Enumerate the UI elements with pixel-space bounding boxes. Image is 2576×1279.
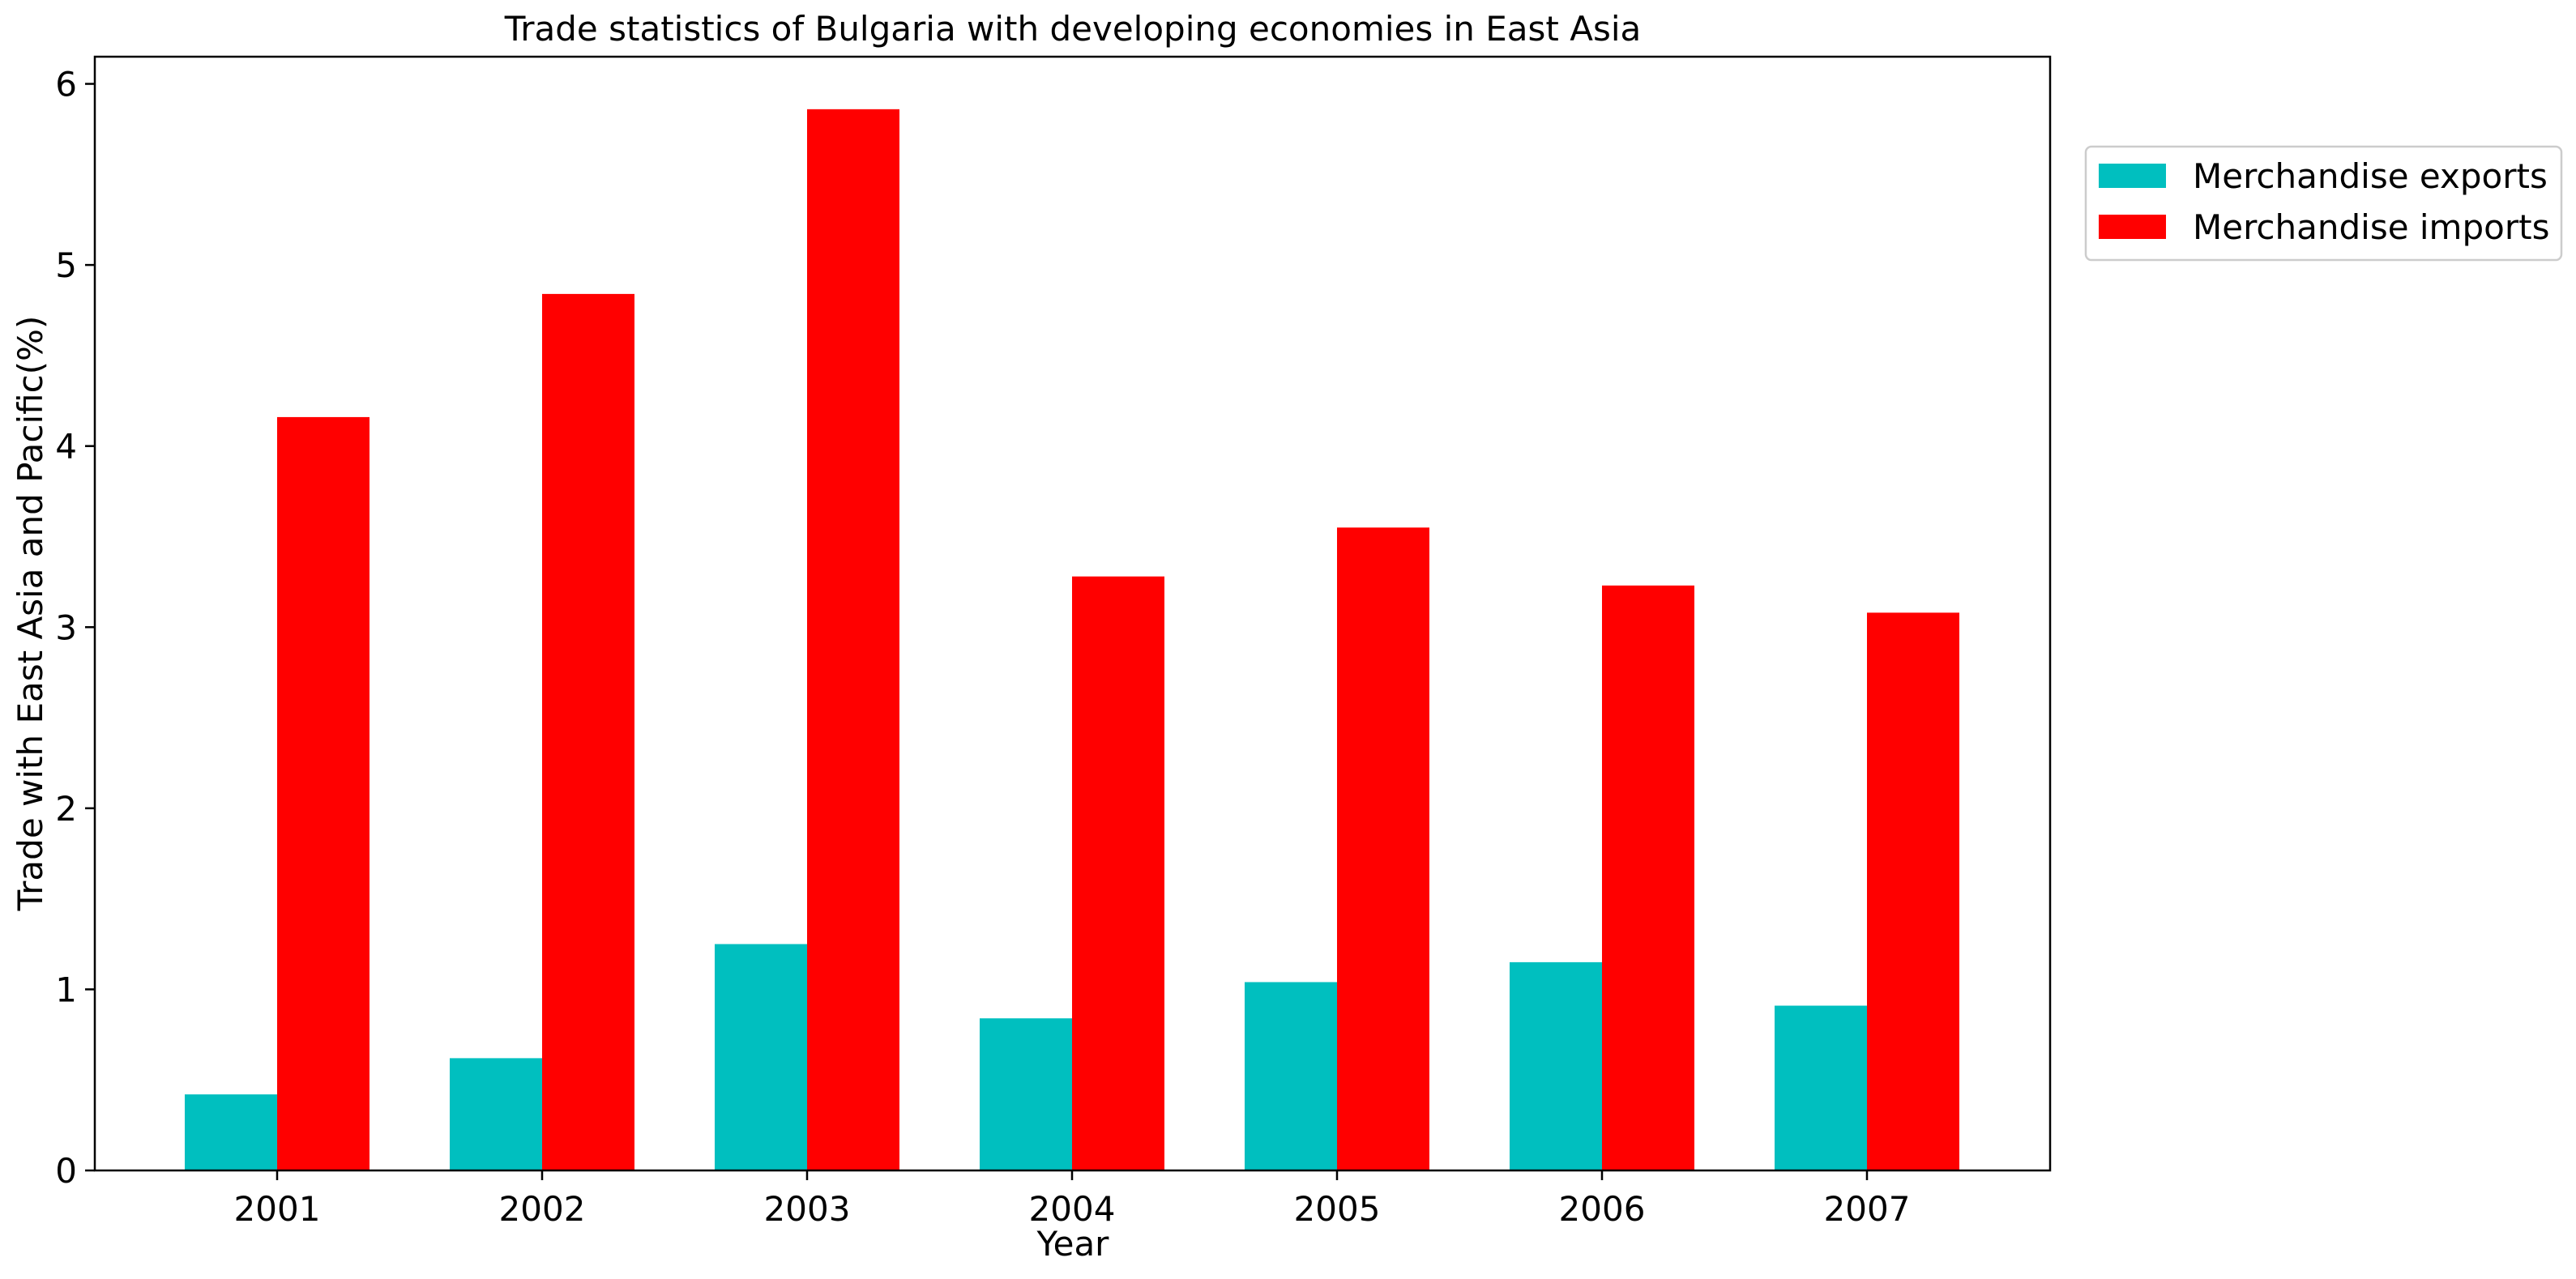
x-tick-label: 2006 (1559, 1189, 1646, 1229)
y-axis-ticks: 0 1 2 3 4 5 6 (55, 65, 95, 1191)
legend-label-imports: Merchandise imports (2193, 207, 2549, 247)
y-tick-label: 5 (55, 245, 77, 285)
bar-imports-2001 (277, 416, 370, 1170)
x-tick-label: 2007 (1824, 1189, 1911, 1229)
bars-layer (185, 109, 1959, 1170)
bar-imports-2007 (1867, 612, 1959, 1170)
bar-exports-2002 (450, 1058, 542, 1170)
bar-exports-2005 (1245, 982, 1337, 1170)
x-axis-ticks: 2001 2002 2003 2004 2005 2006 2007 (234, 1170, 1911, 1229)
x-tick-label: 2002 (499, 1189, 586, 1229)
chart-title: Trade statistics of Bulgaria with develo… (504, 9, 1641, 49)
x-tick-label: 2003 (764, 1189, 851, 1229)
legend-swatch-exports (2099, 164, 2166, 188)
y-tick-label: 4 (55, 427, 77, 467)
y-tick-label: 0 (55, 1151, 77, 1191)
plot-area-frame (93, 55, 2052, 1172)
bar-imports-2004 (1072, 576, 1164, 1170)
legend-label-exports: Merchandise exports (2193, 156, 2548, 196)
legend-frame (2084, 145, 2563, 262)
bar-imports-2003 (807, 109, 899, 1170)
bar-imports-2005 (1337, 527, 1429, 1170)
y-tick-label: 2 (55, 789, 77, 829)
x-tick-label: 2001 (234, 1189, 321, 1229)
bar-exports-2001 (185, 1094, 277, 1170)
x-axis-label: Year (1036, 1224, 1110, 1264)
y-tick-label: 1 (55, 970, 77, 1009)
bar-exports-2006 (1510, 961, 1602, 1170)
y-tick-label: 3 (55, 608, 77, 647)
y-axis-label: Trade with East Asia and Pacific(%) (11, 316, 50, 912)
y-tick-label: 6 (55, 65, 77, 104)
bar-imports-2006 (1602, 585, 1694, 1170)
legend-swatch-imports (2099, 215, 2166, 239)
bar-exports-2003 (715, 944, 807, 1170)
bar-exports-2007 (1775, 1005, 1867, 1170)
x-tick-label: 2004 (1029, 1189, 1116, 1229)
bar-exports-2004 (980, 1018, 1072, 1170)
x-tick-label: 2005 (1294, 1189, 1381, 1229)
bar-imports-2002 (542, 293, 634, 1170)
legend: Merchandise exports Merchandise imports (2084, 145, 2563, 262)
